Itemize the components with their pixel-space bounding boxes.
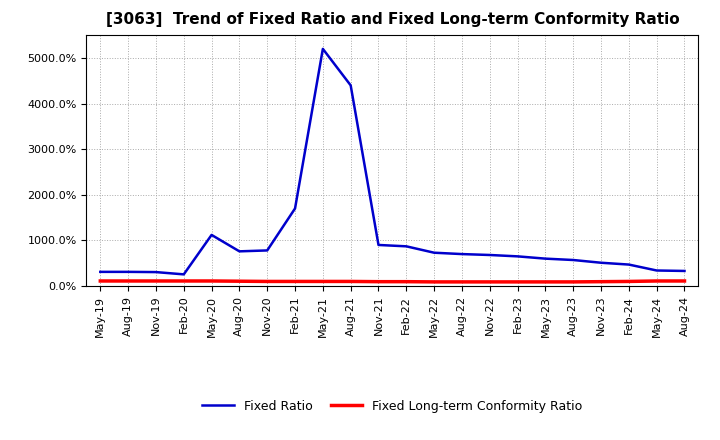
Fixed Ratio <box>263 248 271 253</box>
Fixed Long-term Conformity Ratio <box>235 279 243 284</box>
Fixed Ratio <box>485 253 494 258</box>
Fixed Long-term Conformity Ratio <box>179 279 188 284</box>
Fixed Long-term Conformity Ratio <box>513 279 522 285</box>
Fixed Long-term Conformity Ratio <box>541 279 550 285</box>
Fixed Ratio <box>541 256 550 261</box>
Fixed Long-term Conformity Ratio <box>291 279 300 284</box>
Title: [3063]  Trend of Fixed Ratio and Fixed Long-term Conformity Ratio: [3063] Trend of Fixed Ratio and Fixed Lo… <box>106 12 679 27</box>
Fixed Long-term Conformity Ratio <box>624 279 633 284</box>
Fixed Long-term Conformity Ratio <box>318 279 327 284</box>
Fixed Ratio <box>624 262 633 267</box>
Fixed Ratio <box>207 232 216 238</box>
Fixed Ratio <box>124 269 132 275</box>
Fixed Ratio <box>291 206 300 211</box>
Fixed Ratio <box>179 272 188 277</box>
Fixed Long-term Conformity Ratio <box>680 279 689 284</box>
Fixed Ratio <box>235 249 243 254</box>
Legend: Fixed Ratio, Fixed Long-term Conformity Ratio: Fixed Ratio, Fixed Long-term Conformity … <box>197 395 588 418</box>
Fixed Long-term Conformity Ratio <box>152 279 161 284</box>
Fixed Ratio <box>346 83 355 88</box>
Fixed Ratio <box>402 244 410 249</box>
Fixed Long-term Conformity Ratio <box>374 279 383 284</box>
Fixed Long-term Conformity Ratio <box>402 279 410 284</box>
Line: Fixed Ratio: Fixed Ratio <box>100 49 685 275</box>
Fixed Ratio <box>569 257 577 263</box>
Fixed Ratio <box>430 250 438 255</box>
Line: Fixed Long-term Conformity Ratio: Fixed Long-term Conformity Ratio <box>100 281 685 282</box>
Fixed Long-term Conformity Ratio <box>263 279 271 284</box>
Fixed Long-term Conformity Ratio <box>430 279 438 285</box>
Fixed Ratio <box>374 242 383 248</box>
Fixed Long-term Conformity Ratio <box>458 279 467 285</box>
Fixed Ratio <box>513 254 522 259</box>
Fixed Ratio <box>652 268 661 273</box>
Fixed Long-term Conformity Ratio <box>485 279 494 285</box>
Fixed Long-term Conformity Ratio <box>346 279 355 284</box>
Fixed Long-term Conformity Ratio <box>597 279 606 284</box>
Fixed Long-term Conformity Ratio <box>96 279 104 284</box>
Fixed Ratio <box>96 269 104 275</box>
Fixed Ratio <box>597 260 606 265</box>
Fixed Ratio <box>680 268 689 274</box>
Fixed Long-term Conformity Ratio <box>207 279 216 284</box>
Fixed Ratio <box>318 46 327 51</box>
Fixed Long-term Conformity Ratio <box>652 279 661 284</box>
Fixed Ratio <box>458 251 467 257</box>
Fixed Ratio <box>152 269 161 275</box>
Fixed Long-term Conformity Ratio <box>569 279 577 285</box>
Fixed Long-term Conformity Ratio <box>124 279 132 284</box>
